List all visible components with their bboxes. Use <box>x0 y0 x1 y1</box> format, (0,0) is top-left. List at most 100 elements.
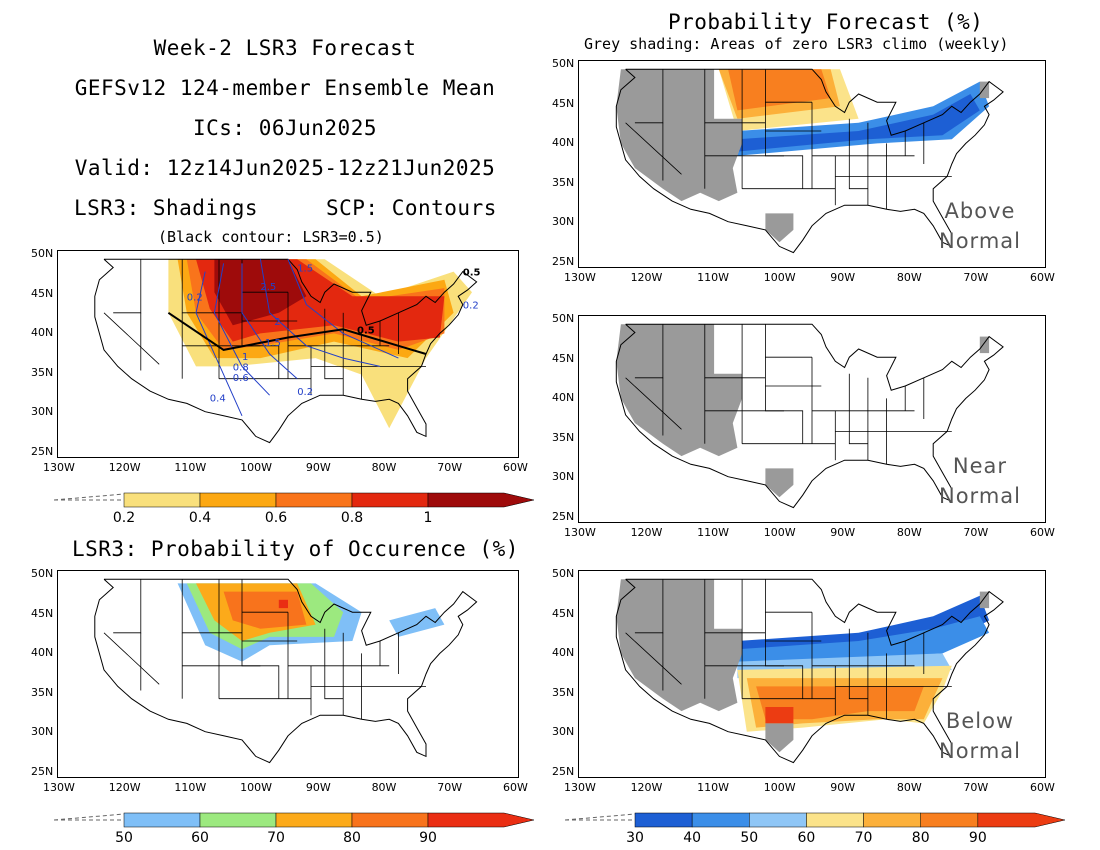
longitude-label: 90W <box>830 781 856 794</box>
latitude-label: 50N <box>552 312 575 325</box>
scp-contour <box>287 259 399 359</box>
colorbar-segment <box>691 812 750 828</box>
longitude-label: 80W <box>371 781 397 794</box>
zero-climo-texas <box>765 213 794 243</box>
longitude-label: 110W <box>174 461 207 474</box>
zero-climo-maine <box>979 591 990 609</box>
scp-contour <box>241 263 298 380</box>
longitude-label: 130W <box>43 461 75 474</box>
latitude-label: 35N <box>552 685 575 699</box>
longitude-label: 60W <box>1030 271 1055 284</box>
colorbar-label: 90 <box>419 830 437 846</box>
latitude-label: 45N <box>31 606 54 620</box>
colorbar-segment <box>351 812 429 828</box>
zero-climo-maine <box>979 336 990 354</box>
latitude-label: 30N <box>552 725 575 739</box>
longitude-label: 90W <box>305 461 331 474</box>
latitude-label: 35N <box>552 430 575 444</box>
latitude-label: 25N <box>31 765 54 778</box>
title-line-2: GEFSv12 124-member Ensemble Mean <box>74 76 496 100</box>
probability-subtitle: Grey shading: Areas of zero LSR3 climo (… <box>584 35 1009 53</box>
longitude-label: 110W <box>697 526 730 539</box>
longitude-label: 100W <box>763 781 796 794</box>
longitude-label: 60W <box>503 461 528 474</box>
colorbar-label: 0.2 <box>112 510 136 526</box>
longitude-label: 70W <box>437 461 463 474</box>
latitude-label: 30N <box>31 405 54 419</box>
longitude-label: 70W <box>437 781 463 794</box>
shading-caption: LSR3: Shadings <box>74 196 259 220</box>
latitude-label: 35N <box>31 685 54 699</box>
longitude-label: 110W <box>697 271 730 284</box>
colorbar-svg <box>53 492 535 508</box>
longitude-label: 60W <box>1030 781 1055 794</box>
latitude-label: 40N <box>31 326 54 340</box>
above-label-word2: Normal <box>939 229 1021 253</box>
state-boundary <box>764 69 804 189</box>
longitude-label: 70W <box>963 781 989 794</box>
colorbar-segment <box>920 812 979 828</box>
latitude-label: 45N <box>552 351 575 365</box>
near-normal-label: Near Normal <box>930 451 1030 511</box>
lsr3-0.5-contour <box>167 311 427 355</box>
contour-label: 1 <box>242 352 248 363</box>
colorbar-label: 50 <box>115 830 133 846</box>
coastline <box>94 578 478 764</box>
map-svg <box>94 578 478 764</box>
colorbar-segment <box>427 812 535 828</box>
latitude-label: 45N <box>552 606 575 620</box>
state-boundary <box>625 632 682 685</box>
state-boundary <box>848 628 868 700</box>
colorbar-leader <box>564 813 636 821</box>
zero-climo-maine <box>979 81 990 99</box>
lsr3-map-panel: 2.5 2 1.5 1 0.8 0.6 0.4 0.2 0.2 0.2 1.5 0.5 0.5 <box>57 250 519 458</box>
occ-50-east <box>389 608 445 637</box>
longitude-label: 130W <box>43 781 75 794</box>
colorbar-label: 60 <box>797 830 816 846</box>
longitude-label: 60W <box>1030 526 1055 539</box>
latitude-label: 40N <box>552 391 575 405</box>
scp-contour <box>259 259 381 367</box>
latitude-label: 30N <box>31 725 54 739</box>
colorbar-segment <box>199 812 277 828</box>
below-normal-map-panel <box>578 570 1046 778</box>
contour-label: 0.2 <box>297 387 313 398</box>
above-normal-label: Above Normal <box>930 196 1030 256</box>
contour-label: 2 <box>274 317 280 328</box>
coastline <box>615 578 1004 764</box>
colorbar-segment <box>749 812 807 828</box>
latitude-label: 45N <box>552 96 575 110</box>
occurrence-colorbar: 50 60 70 80 90 <box>53 810 535 850</box>
longitude-label: 90W <box>830 526 856 539</box>
below-normal-label: Below Normal <box>930 706 1030 766</box>
state-boundary <box>625 122 682 175</box>
longitude-label: 90W <box>830 271 856 284</box>
longitude-label: 70W <box>963 526 989 539</box>
state-boundary <box>764 324 804 444</box>
latitude-label: 50N <box>552 57 575 70</box>
latitude-label: 50N <box>31 567 54 580</box>
colorbar-label: 0.6 <box>264 510 288 526</box>
colorbar-label: 80 <box>343 830 361 846</box>
longitude-label: 80W <box>371 461 397 474</box>
below-40 <box>737 616 990 670</box>
latitude-label: 40N <box>552 136 575 150</box>
state-boundary <box>103 632 160 685</box>
longitude-label: 70W <box>963 271 989 284</box>
longitude-label: 80W <box>896 526 922 539</box>
latitude-label: 50N <box>552 567 575 580</box>
near-normal-map-panel <box>578 315 1046 523</box>
longitude-label: 120W <box>108 781 141 794</box>
contour-label: 2.5 <box>260 282 276 293</box>
colorbar-label: 70 <box>267 830 285 846</box>
state-boundary <box>625 377 682 430</box>
colorbar-segment <box>275 492 353 508</box>
longitude-label: 120W <box>630 526 663 539</box>
latitude-label: 35N <box>31 365 54 379</box>
latitude-label: 30N <box>552 215 575 229</box>
map-svg: 2.5 2 1.5 10.80.6 0.4 0.2 0.2 0.2 1.5 0.5 0.5 <box>94 258 481 444</box>
state-boundary <box>103 312 160 365</box>
state-boundary <box>704 324 766 379</box>
latitude-label: 35N <box>552 175 575 189</box>
latitude-label: 50N <box>31 247 54 260</box>
